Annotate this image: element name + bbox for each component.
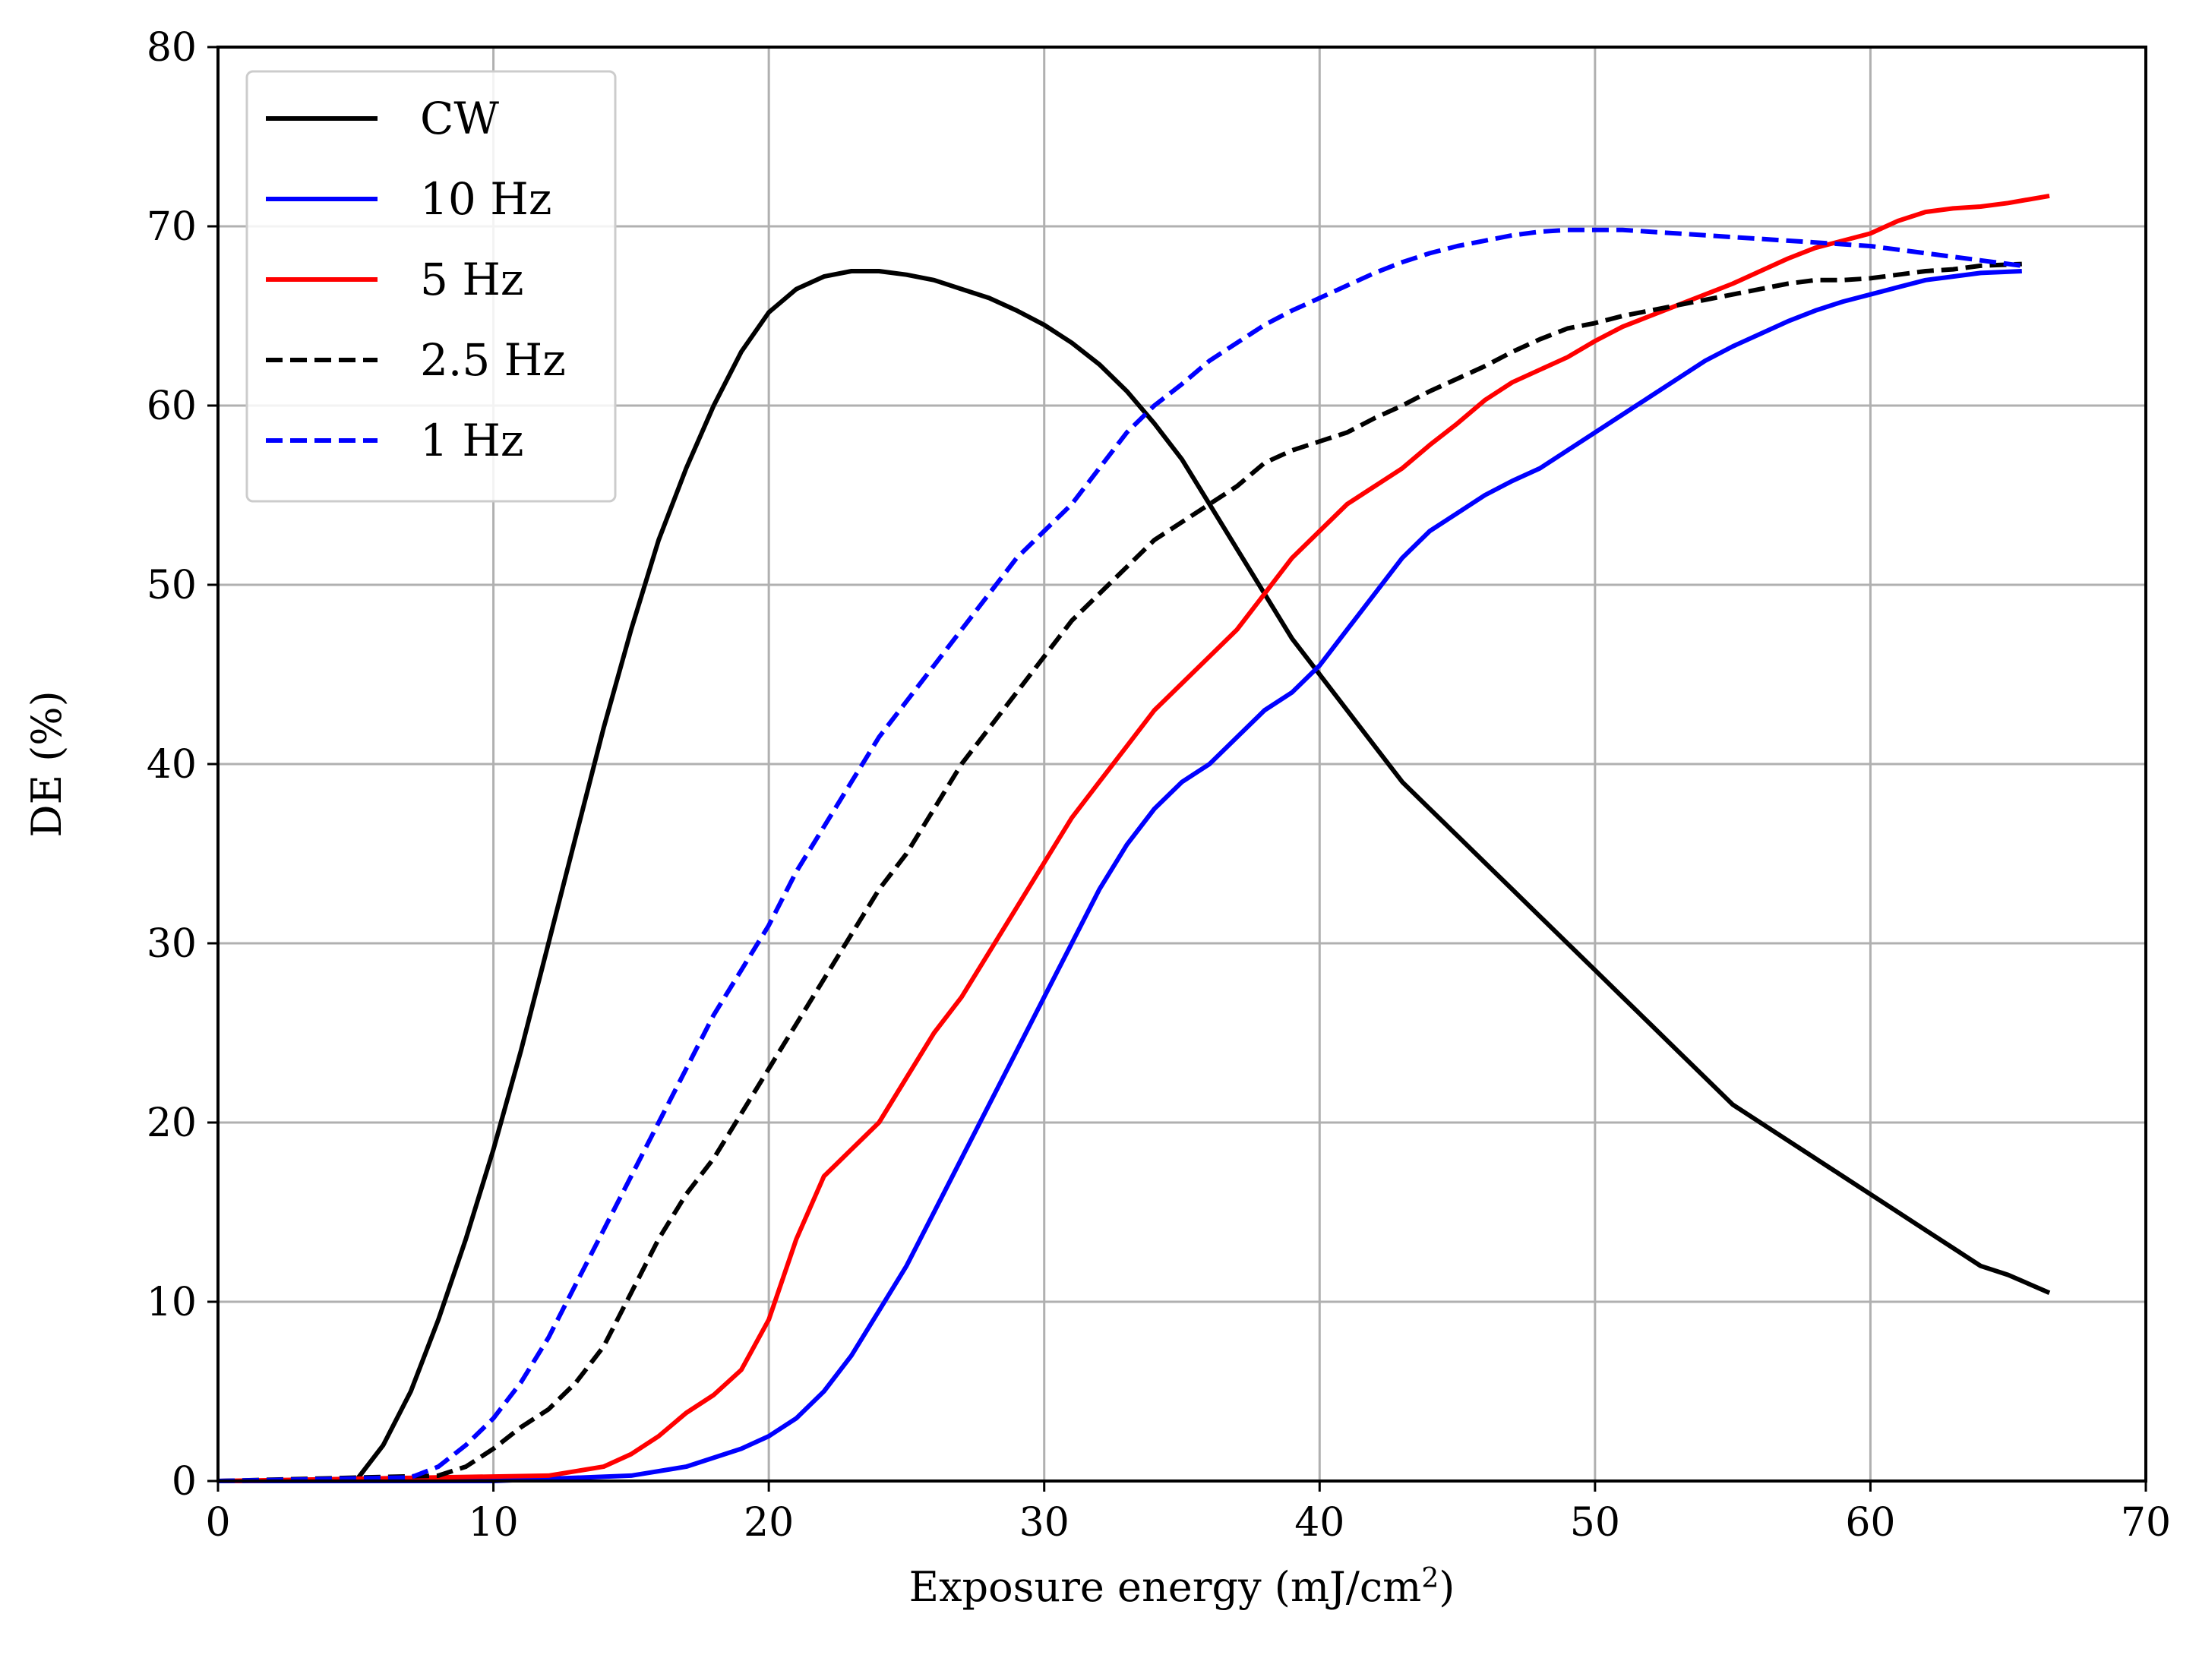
x-axis-label: Exposure energy (mJ/cm2) <box>909 1563 1455 1611</box>
x-tick-label: 50 <box>1570 1500 1620 1546</box>
y-tick-label: 70 <box>147 204 197 250</box>
y-tick-label: 20 <box>147 1101 197 1146</box>
series-line-2-5-hz <box>217 261 2022 1483</box>
x-tick-label: 20 <box>744 1500 794 1546</box>
legend-label: 2.5 Hz <box>420 334 566 386</box>
legend-label: CW <box>420 93 499 144</box>
y-axis-label: DE (%) <box>23 690 71 837</box>
legend: CW 10 Hz 5 Hz 2.5 Hz 1 Hz <box>245 70 617 503</box>
y-tick-label: 60 <box>147 384 197 429</box>
series-line-1-hz <box>217 227 2023 1483</box>
y-tick-label: 50 <box>147 563 197 608</box>
x-tick-label: 60 <box>1845 1500 1895 1546</box>
series-line-10-hz <box>218 269 2022 1483</box>
y-tick-label: 80 <box>147 25 197 71</box>
y-tick-label: 30 <box>147 921 197 967</box>
plot-lines <box>217 193 2051 1483</box>
series-line-cw <box>218 269 2051 1483</box>
x-tick-label: 10 <box>468 1500 518 1546</box>
x-tick-label: 0 <box>205 1500 230 1546</box>
axis-ticks: 0 10 20 30 40 50 60 70 0 10 20 30 40 50 60 70 80 <box>147 25 2171 1546</box>
legend-label: 1 Hz <box>420 415 523 466</box>
series-line-5-hz <box>217 193 2050 1483</box>
y-tick-label: 40 <box>147 742 197 788</box>
y-tick-label: 10 <box>147 1280 197 1325</box>
x-tick-label: 70 <box>2121 1500 2171 1546</box>
legend-label: 10 Hz <box>420 173 551 225</box>
x-tick-label: 40 <box>1294 1500 1344 1546</box>
x-tick-label: 30 <box>1019 1500 1069 1546</box>
legend-label: 5 Hz <box>420 254 523 305</box>
y-tick-label: 0 <box>172 1459 197 1505</box>
legend-box <box>245 70 617 503</box>
